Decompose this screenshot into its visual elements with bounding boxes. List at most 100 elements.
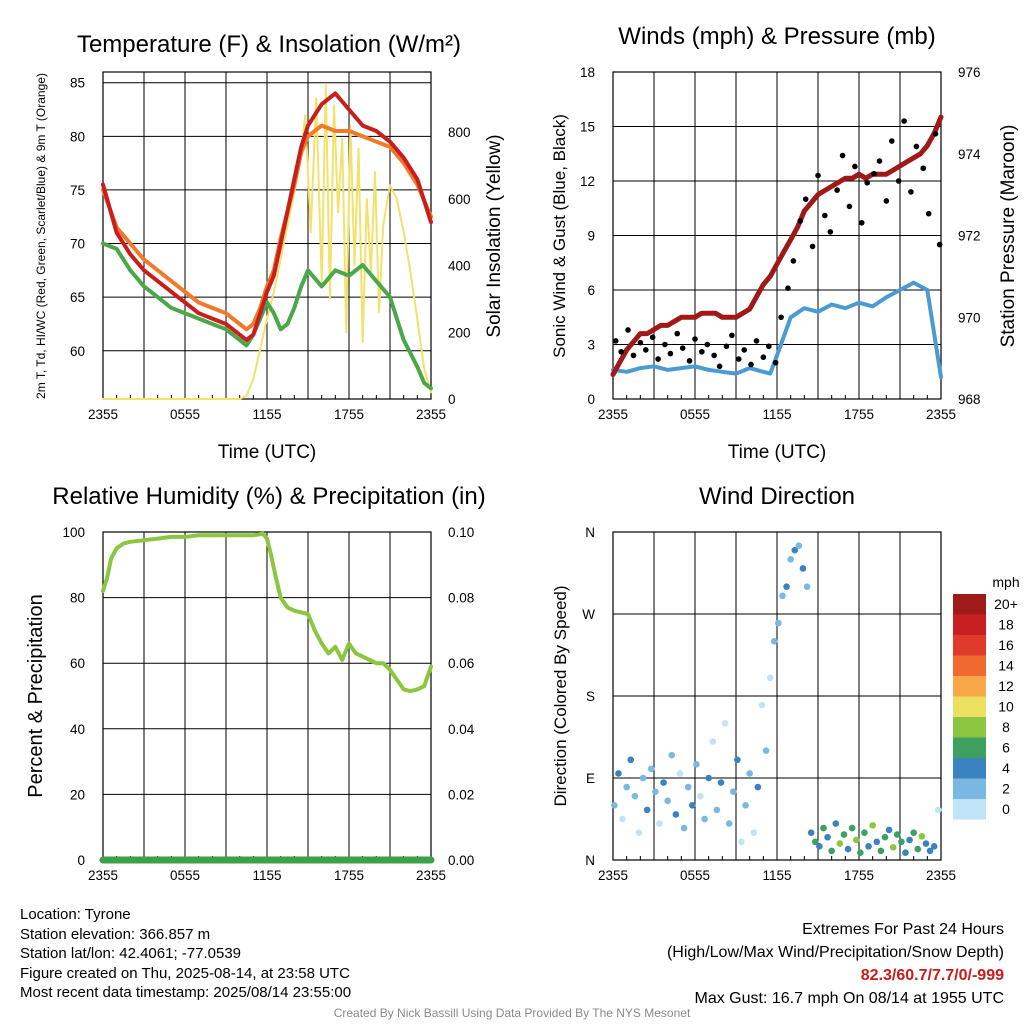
gust-point bbox=[827, 229, 834, 235]
legend-label: 20+ bbox=[994, 596, 1018, 612]
gust-point bbox=[932, 130, 939, 137]
gust-point bbox=[913, 143, 920, 150]
extremes-values: 82.3/60.7/7.7/0/-999 bbox=[860, 967, 1004, 984]
temp-2m-line bbox=[101, 91, 433, 342]
plot-frame bbox=[102, 71, 432, 400]
chart-title-temperature: Temperature (F) & Insolation (W/m²) bbox=[77, 31, 461, 58]
direction-point bbox=[762, 747, 770, 754]
latlon-text: Station lat/lon: 42.4061; -77.0539 bbox=[20, 945, 242, 962]
direction-point bbox=[664, 797, 671, 805]
pressure-line bbox=[610, 114, 944, 377]
recent-timestamp-text: Most recent data timestamp: 2025/08/14 2… bbox=[20, 984, 352, 1001]
legend-label: 18 bbox=[998, 617, 1014, 633]
y-tick-label: 70 bbox=[70, 237, 85, 252]
direction-point bbox=[639, 774, 647, 782]
y-tick-label: N bbox=[585, 525, 595, 540]
legend-swatch bbox=[953, 594, 986, 615]
speed-legend: mph 20+ 18 16 14 12 10 8 6 4 2 0 bbox=[953, 574, 1020, 820]
legend-swatch bbox=[953, 717, 986, 738]
y2-tick-label: 0.08 bbox=[448, 591, 474, 606]
direction-point bbox=[852, 836, 860, 844]
gust-point bbox=[692, 336, 698, 342]
x-tick-label: 2355 bbox=[926, 407, 956, 422]
direction-point bbox=[820, 824, 827, 832]
direction-point bbox=[803, 583, 811, 590]
direction-point bbox=[742, 802, 749, 809]
x-tick-label: 1155 bbox=[252, 868, 281, 883]
direction-point bbox=[840, 831, 848, 838]
x-tick-label: 0555 bbox=[680, 407, 710, 422]
gust-point bbox=[815, 172, 821, 179]
direction-point bbox=[807, 829, 815, 836]
direction-point bbox=[922, 840, 930, 847]
gust-point bbox=[846, 203, 853, 210]
direction-point bbox=[635, 829, 643, 836]
gust-point bbox=[822, 212, 828, 219]
legend-swatch bbox=[953, 676, 986, 697]
direction-point bbox=[898, 838, 905, 846]
gust-point bbox=[643, 347, 649, 353]
y2-tick-label: 400 bbox=[448, 259, 471, 274]
legend-label: 10 bbox=[998, 699, 1014, 715]
direction-point bbox=[930, 843, 938, 850]
panel-1: 2355 0555 1155 1755 2355 60 65 70 75 80 85 0 200 400 6… bbox=[34, 31, 505, 463]
direction-point bbox=[656, 820, 663, 827]
direction-point bbox=[918, 833, 926, 840]
gust-point bbox=[895, 178, 902, 184]
y-tick-label: 80 bbox=[70, 129, 85, 144]
direction-point bbox=[770, 638, 778, 645]
y-tick-label: 15 bbox=[580, 120, 595, 135]
gust-point bbox=[778, 314, 784, 321]
y-tick-label: 75 bbox=[70, 183, 85, 198]
x-tick-label: 2355 bbox=[416, 407, 446, 422]
gust-point bbox=[674, 330, 681, 337]
plot-frame bbox=[612, 531, 942, 861]
gust-point bbox=[649, 334, 656, 341]
direction-point bbox=[779, 592, 786, 600]
y-tick-label: 65 bbox=[70, 290, 85, 305]
legend-label: 16 bbox=[998, 637, 1014, 653]
x-tick-label: 1155 bbox=[762, 868, 791, 883]
legend-swatch bbox=[953, 737, 986, 758]
direction-point bbox=[873, 838, 881, 846]
gust-point bbox=[686, 358, 693, 364]
direction-point bbox=[775, 619, 782, 627]
gust-point bbox=[864, 180, 870, 186]
gust-point bbox=[790, 258, 797, 264]
x-axis-label: Time (UTC) bbox=[728, 442, 827, 463]
gust-point bbox=[630, 352, 637, 359]
y-axis-label: Sonic Wind & Gust (Blue, Black) bbox=[550, 114, 569, 358]
y-tick-label: 3 bbox=[587, 338, 595, 353]
gust-point bbox=[704, 341, 711, 348]
legend-swatch bbox=[953, 799, 986, 820]
direction-point bbox=[811, 838, 819, 846]
direction-point bbox=[680, 824, 688, 832]
y2-tick-label: 0.04 bbox=[448, 722, 475, 737]
y-tick-label: 18 bbox=[580, 65, 595, 80]
direction-point bbox=[713, 806, 721, 814]
y-tick-label: N bbox=[585, 853, 595, 868]
direction-point bbox=[721, 720, 729, 727]
gust-point bbox=[908, 189, 914, 195]
gust-point bbox=[753, 338, 760, 344]
direction-point bbox=[705, 774, 712, 782]
direction-point bbox=[889, 843, 897, 851]
direction-point bbox=[611, 802, 618, 809]
y2-tick-label: 970 bbox=[958, 310, 981, 325]
insolation-line bbox=[102, 84, 432, 400]
gust-point bbox=[748, 361, 754, 368]
x-tick-label: 1155 bbox=[762, 407, 791, 422]
direction-point bbox=[799, 565, 807, 572]
direction-point bbox=[914, 845, 922, 853]
y2-tick-label: 0.02 bbox=[448, 787, 474, 802]
gust-point bbox=[797, 218, 804, 224]
chart-title-humidity: Relative Humidity (%) & Precipitation (i… bbox=[52, 483, 485, 510]
direction-point bbox=[861, 829, 868, 836]
x-tick-label: 2355 bbox=[416, 868, 446, 883]
direction-point bbox=[795, 542, 803, 549]
y-tick-label: 40 bbox=[70, 722, 85, 737]
direction-point bbox=[893, 831, 901, 838]
direction-point bbox=[623, 783, 630, 791]
